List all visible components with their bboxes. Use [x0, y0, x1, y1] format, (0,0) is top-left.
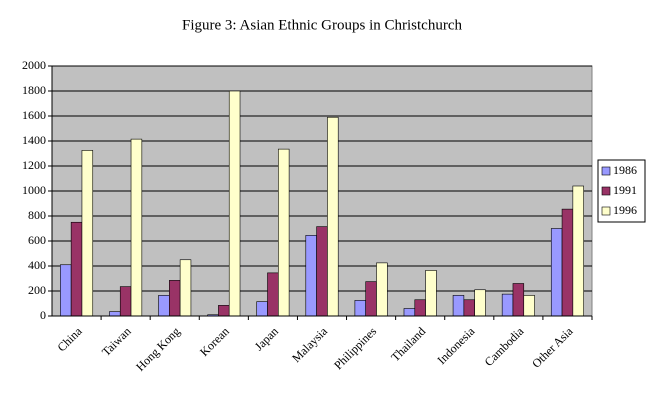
legend-label: 1996 — [613, 203, 637, 217]
bar — [452, 295, 465, 317]
legend-swatch — [601, 186, 611, 196]
bar — [109, 311, 121, 317]
bar — [81, 150, 94, 317]
bar — [501, 293, 514, 317]
bar — [256, 301, 268, 317]
y-tick-label: 1600 — [22, 108, 46, 122]
bar — [278, 148, 290, 317]
y-tick-label: 200 — [28, 283, 46, 297]
bar — [305, 235, 317, 317]
x-tick-label: Thailand — [388, 324, 428, 364]
bar — [572, 185, 584, 317]
bar — [316, 226, 328, 317]
bar — [425, 270, 437, 317]
legend-label: 1986 — [613, 163, 637, 177]
chart-title: Figure 3: Asian Ethnic Groups in Christc… — [182, 17, 462, 33]
x-tick-label: Indonesia — [434, 324, 477, 367]
bar — [228, 90, 241, 317]
y-tick-label: 2000 — [22, 58, 46, 72]
x-tick-label: Korean — [197, 324, 232, 359]
bar — [327, 116, 339, 317]
x-tick-label: Malaysia — [289, 324, 330, 365]
y-tick-label: 1200 — [22, 158, 46, 172]
x-tick-label: China — [54, 324, 85, 355]
bar — [354, 300, 366, 317]
legend-swatch — [601, 206, 611, 216]
x-tick-label: Japan — [252, 324, 281, 353]
bar — [119, 286, 132, 317]
bar — [158, 295, 170, 317]
x-tick-label: Philippines — [331, 324, 379, 372]
y-tick-label: 600 — [28, 233, 46, 247]
bar — [70, 221, 83, 317]
y-tick-label: 1800 — [22, 83, 46, 97]
bar — [179, 259, 192, 317]
x-tick-label: Other Asia — [529, 324, 576, 371]
x-tick-label: Hong Kong — [133, 324, 183, 374]
bar — [550, 228, 563, 317]
y-tick-label: 1000 — [22, 183, 46, 197]
bar — [376, 262, 388, 317]
bar — [169, 280, 181, 317]
y-tick-label: 1400 — [22, 133, 46, 147]
legend-swatch — [601, 166, 611, 176]
x-tick-label: Taiwan — [99, 324, 134, 359]
x-tick-label: Cambodia — [482, 324, 527, 369]
bar — [512, 283, 525, 317]
bar — [365, 281, 377, 317]
bar — [60, 264, 72, 317]
y-tick-label: 800 — [28, 208, 46, 222]
bar — [523, 295, 535, 317]
bar — [403, 308, 416, 317]
bar — [463, 299, 475, 317]
legend-label: 1991 — [613, 183, 637, 197]
bar — [130, 138, 143, 317]
bar — [218, 305, 230, 317]
y-tick-label: 400 — [28, 258, 46, 272]
y-tick-label: 0 — [40, 308, 46, 322]
bar — [474, 289, 486, 317]
bar — [267, 272, 279, 317]
bar — [414, 299, 426, 317]
bar — [561, 208, 574, 317]
